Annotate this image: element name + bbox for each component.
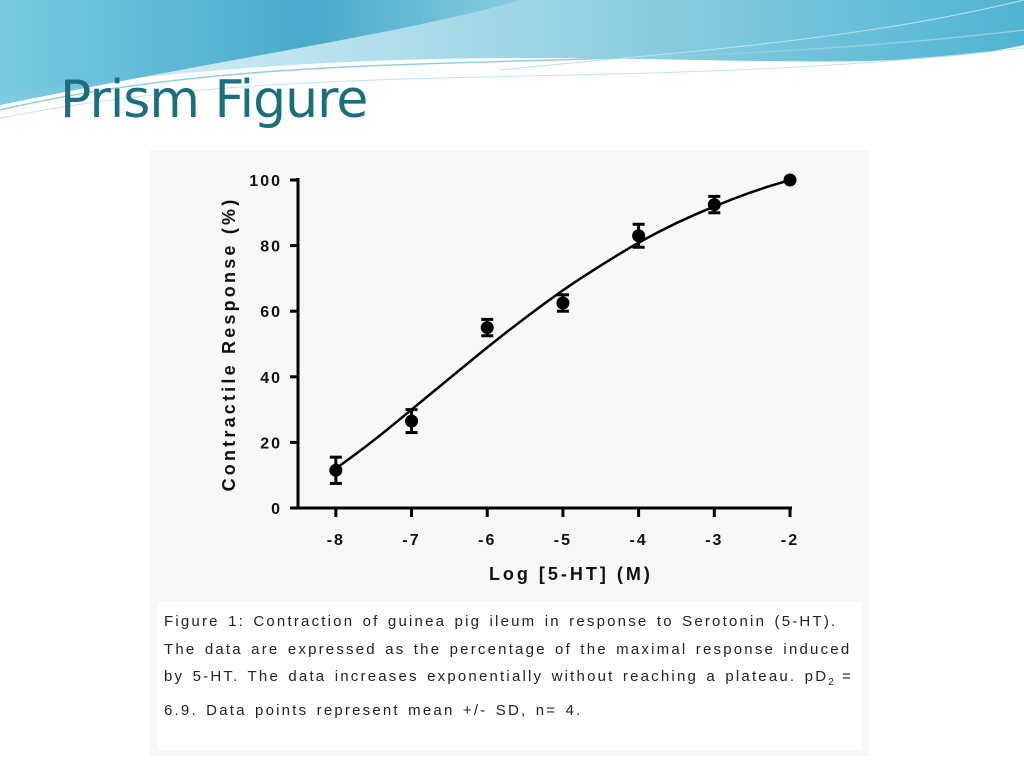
- x-tick-label--3: -3: [705, 532, 723, 549]
- data-point-3: [556, 296, 570, 310]
- caption-subscript: 2: [828, 677, 834, 688]
- y-tick-label-0: 0: [271, 501, 282, 518]
- figure-caption: Figure 1: Contraction of guinea pig ileu…: [158, 602, 862, 750]
- y-axis-label: Contractile Response (%): [219, 197, 239, 492]
- data-point-1: [405, 414, 419, 428]
- dose-response-chart: 0 20 40 60 80 100 -8 -7 -6 -5 -4 -3 -2 Log [5-HT] (M)…: [219, 173, 799, 584]
- figure-caption-text: Figure 1: Contraction of guinea pig ileu…: [158, 602, 862, 724]
- page-title: Prism Figure: [60, 70, 368, 130]
- data-point-4: [632, 229, 646, 243]
- x-axis-label: Log [5-HT] (M): [489, 564, 653, 584]
- y-tick-label-80: 80: [260, 239, 282, 256]
- data-point-6: [783, 173, 797, 187]
- y-tick-label-20: 20: [260, 435, 282, 452]
- y-tick-label-100: 100: [249, 173, 282, 190]
- y-tick-label-40: 40: [260, 370, 282, 387]
- caption-part-1: Figure 1: Contraction of guinea pig ileu…: [164, 613, 852, 685]
- x-tick-label--8: -8: [327, 532, 345, 549]
- fit-curve: [335, 178, 791, 470]
- header-banner: [0, 0, 1024, 119]
- x-tick-label--2: -2: [781, 532, 799, 549]
- x-tick-label--4: -4: [629, 532, 647, 549]
- x-tick-label--5: -5: [554, 532, 572, 549]
- data-point-0: [329, 463, 343, 477]
- data-point-5: [707, 198, 721, 212]
- y-tick-label-60: 60: [260, 304, 282, 321]
- data-point-2: [480, 321, 494, 335]
- x-tick-label--6: -6: [478, 532, 496, 549]
- x-tick-label--7: -7: [402, 532, 420, 549]
- caption-part-2: = 6.9. Data points represent mean +/- SD…: [164, 668, 854, 719]
